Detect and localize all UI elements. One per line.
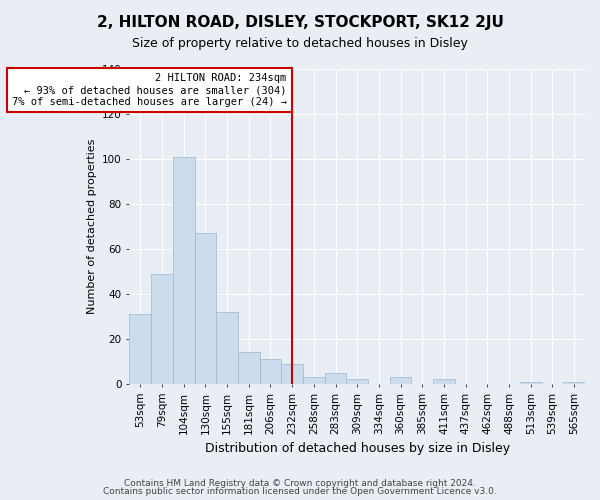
Bar xyxy=(303,377,325,384)
Text: Size of property relative to detached houses in Disley: Size of property relative to detached ho… xyxy=(132,38,468,51)
Text: 2 HILTON ROAD: 234sqm
← 93% of detached houses are smaller (304)
7% of semi-deta: 2 HILTON ROAD: 234sqm ← 93% of detached … xyxy=(12,74,287,106)
Bar xyxy=(390,377,412,384)
Text: 2, HILTON ROAD, DISLEY, STOCKPORT, SK12 2JU: 2, HILTON ROAD, DISLEY, STOCKPORT, SK12 … xyxy=(97,15,503,30)
Bar xyxy=(173,156,194,384)
Bar xyxy=(520,382,542,384)
Bar xyxy=(433,380,455,384)
Y-axis label: Number of detached properties: Number of detached properties xyxy=(86,139,97,314)
Text: Contains HM Land Registry data © Crown copyright and database right 2024.: Contains HM Land Registry data © Crown c… xyxy=(124,478,476,488)
Bar xyxy=(151,274,173,384)
Bar xyxy=(194,233,216,384)
Bar xyxy=(563,382,585,384)
Bar xyxy=(238,352,260,384)
Text: Contains public sector information licensed under the Open Government Licence v3: Contains public sector information licen… xyxy=(103,487,497,496)
Bar xyxy=(325,372,346,384)
Bar xyxy=(281,364,303,384)
Bar xyxy=(260,359,281,384)
Bar xyxy=(130,314,151,384)
Bar xyxy=(216,312,238,384)
X-axis label: Distribution of detached houses by size in Disley: Distribution of detached houses by size … xyxy=(205,442,510,455)
Bar xyxy=(346,380,368,384)
